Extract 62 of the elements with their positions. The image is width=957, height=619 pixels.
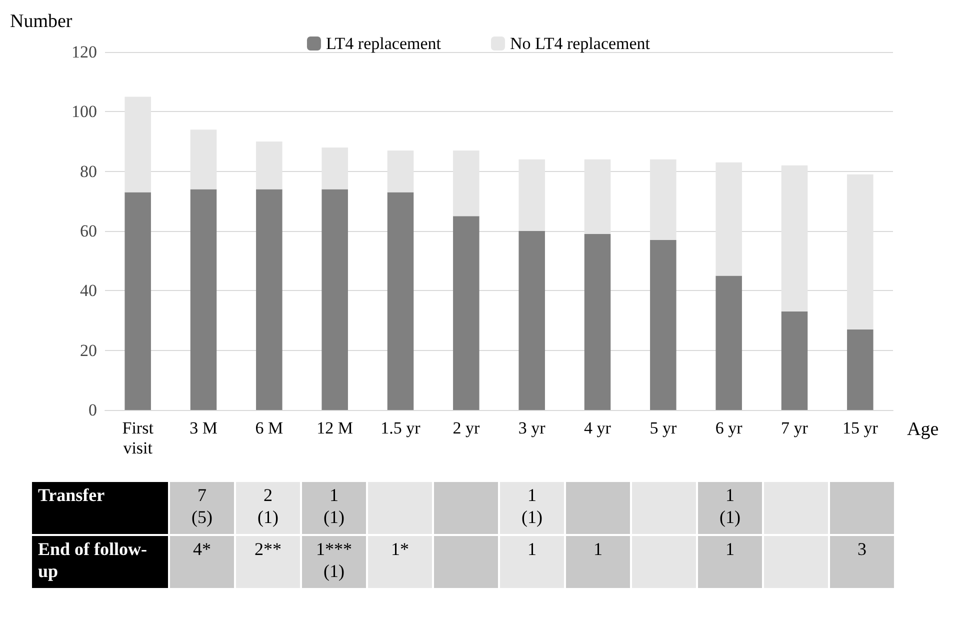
bar [847, 174, 874, 330]
bar [124, 96, 151, 192]
bar [847, 329, 874, 410]
text: 1 (1) [324, 485, 344, 527]
y-axis-title: Number [10, 11, 73, 32]
bar [190, 130, 217, 190]
y-tick-label: 100 [72, 102, 97, 122]
text: 1* [391, 539, 409, 559]
bar [518, 159, 545, 231]
x-tick-label: 2 yr [452, 418, 480, 438]
bar [453, 216, 480, 410]
bar [781, 312, 808, 410]
x-tick-label: 7 yr [781, 418, 808, 438]
bar [584, 159, 611, 234]
text: 3 [858, 539, 866, 559]
bar [256, 142, 282, 190]
text: 1 (1) [522, 485, 542, 527]
y-tick-label: 0 [88, 400, 97, 420]
x-tick-label: 15 yr [842, 418, 878, 438]
x-tick-label: 1.5 yr [380, 418, 421, 438]
bar [387, 150, 414, 192]
x-tick-label: 3 M [190, 418, 218, 438]
bar [322, 189, 348, 410]
category-label: Transfer [38, 485, 105, 505]
legend-label: No LT4 replacement [510, 34, 650, 53]
text: 2 (1) [258, 485, 278, 527]
text: 1 [528, 539, 536, 559]
text: 1 [594, 539, 602, 559]
bar [387, 192, 414, 410]
text: 1*** (1) [316, 539, 352, 581]
text: 4* [193, 539, 211, 559]
y-tick-label: 40 [80, 281, 97, 300]
bar [256, 189, 282, 410]
y-tick-label: 60 [80, 222, 97, 240]
bar [518, 231, 545, 410]
x-tick-label: 12 M [316, 418, 354, 438]
x-tick-label: 5 yr [650, 418, 677, 438]
y-tick-label: 80 [80, 162, 97, 181]
bar [322, 147, 348, 190]
text: 1 (1) [720, 485, 740, 527]
x-tick-label: 4 yr [584, 418, 612, 438]
x-tick-label: 6 M [255, 418, 284, 438]
bar [584, 234, 611, 410]
y-tick-label: 20 [80, 340, 97, 360]
bar [453, 150, 480, 216]
bar [650, 240, 676, 410]
legend-label: LT4 replacement [326, 34, 442, 53]
bar [190, 189, 217, 410]
text: 7 (5) [192, 485, 212, 527]
y-tick-label: 120 [72, 42, 97, 62]
x-tick-label: 6 yr [715, 418, 743, 438]
bar [716, 276, 742, 410]
x-tick-label: First visit [122, 418, 154, 458]
x-axis-title: Age [907, 419, 939, 440]
bar [781, 165, 808, 312]
text: 1 [726, 539, 734, 559]
x-tick-label: 3 yr [518, 418, 546, 438]
bar [650, 159, 676, 240]
bar [124, 192, 151, 410]
category-label: End of follow-up [38, 539, 148, 581]
bar [716, 162, 742, 276]
text: 2** [254, 539, 282, 559]
